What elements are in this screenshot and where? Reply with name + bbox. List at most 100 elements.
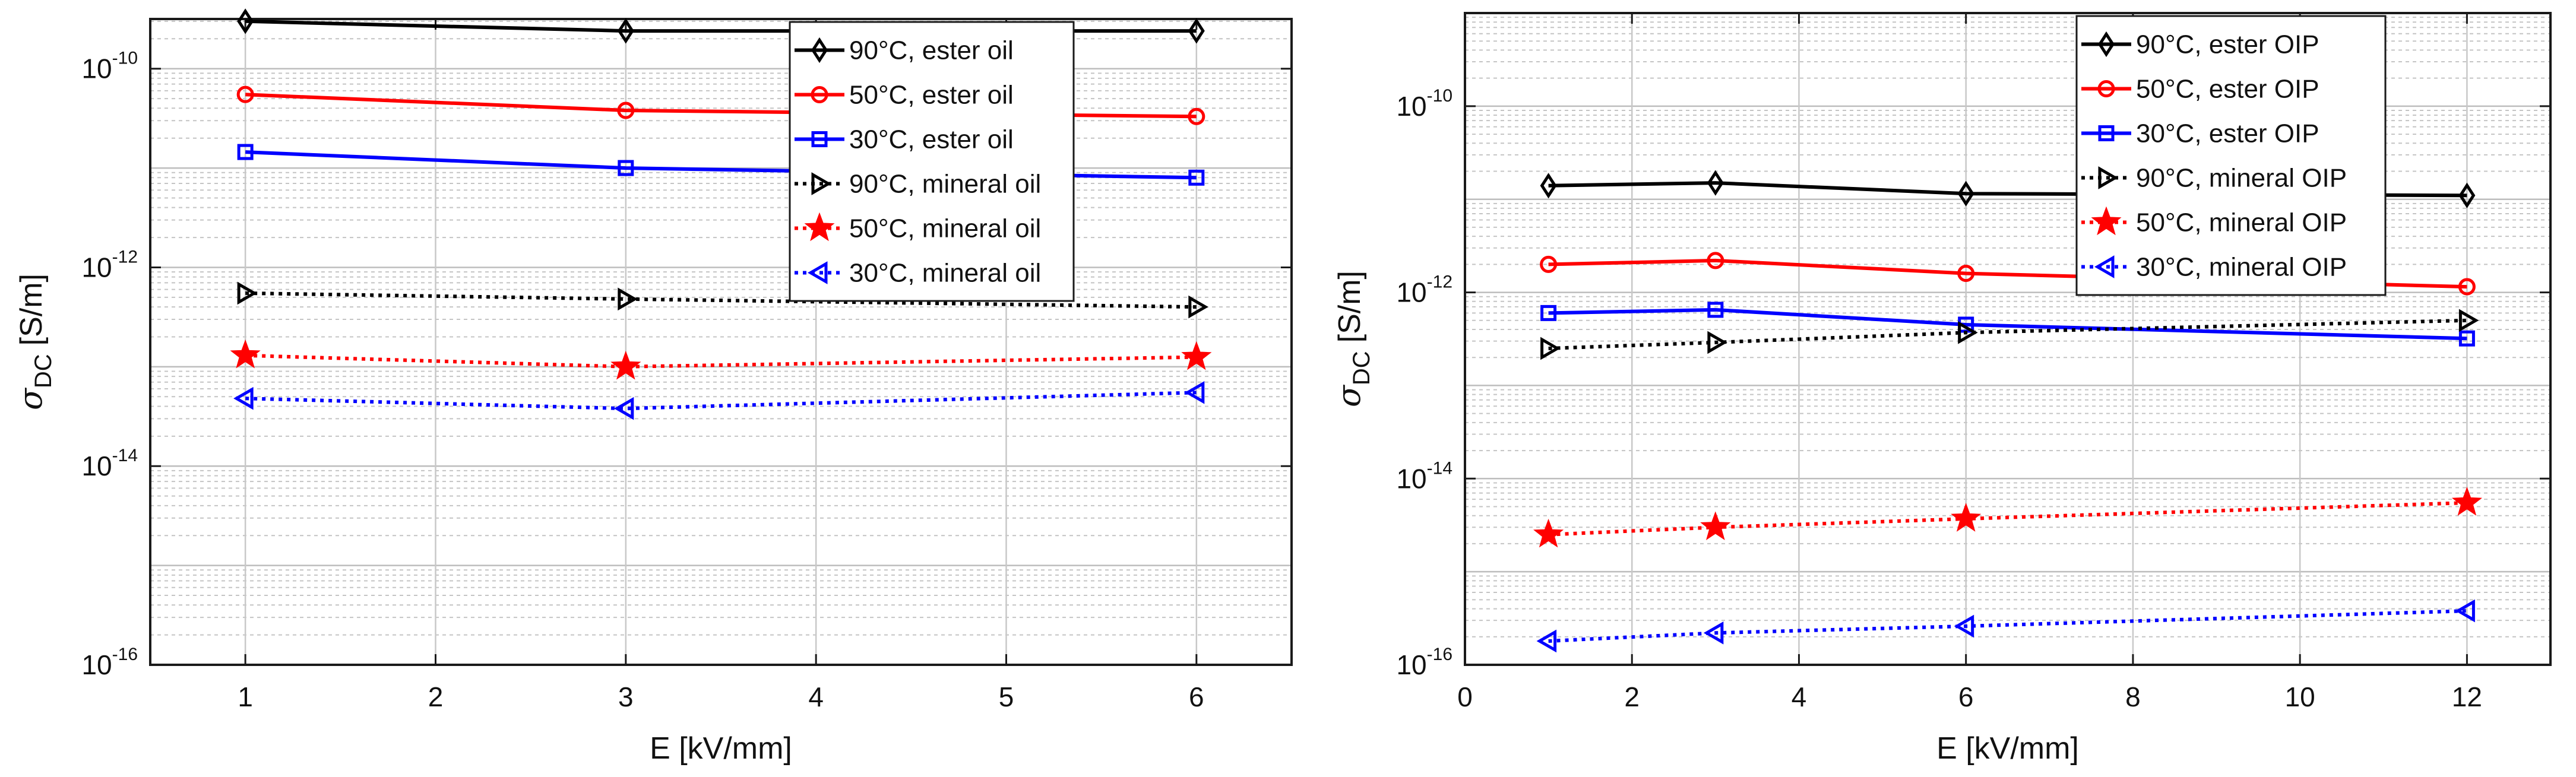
legend-marker — [2098, 125, 2115, 141]
series-line — [1548, 501, 2467, 537]
legend-marker — [2097, 80, 2115, 97]
legend-label: 50°C, mineral OIP — [2136, 208, 2347, 237]
axes-frame — [149, 18, 1293, 666]
legend-entry: 30°C, mineral oil — [795, 259, 1041, 288]
legend-marker — [2094, 255, 2115, 278]
data-point — [1188, 18, 1205, 44]
series-line — [1548, 307, 2467, 341]
legend-entry: 30°C, ester OIP — [2081, 119, 2319, 148]
data-point — [2455, 599, 2475, 623]
series-6 — [1536, 599, 2475, 653]
legend-entry: 90°C, mineral OIP — [2081, 164, 2347, 193]
data-point — [1703, 621, 1724, 645]
legend-label: 90°C, mineral oil — [849, 170, 1041, 199]
y-axis-title: σDC[S/m] — [1330, 271, 1375, 407]
data-point — [1533, 518, 1564, 548]
legend: 90°C, ester OIP 50°C, ester OIP 30°C, este… — [2075, 15, 2387, 296]
data-point — [1540, 305, 1557, 321]
legend-entry: 50°C, mineral oil — [795, 212, 1041, 243]
data-point — [1957, 180, 1974, 207]
legend-label: 30°C, mineral oil — [849, 259, 1041, 288]
legend-entry: 90°C, mineral oil — [795, 170, 1041, 199]
data-point — [233, 386, 254, 410]
data-point — [617, 18, 634, 44]
x-tick-label: 4 — [808, 681, 824, 712]
legend-marker — [811, 37, 828, 64]
data-point — [1184, 380, 1205, 404]
legend-marker — [811, 131, 828, 147]
series-line — [245, 353, 1197, 369]
x-axis-title: E [kV/mm] — [1936, 731, 2079, 766]
y-tick-label: 10-16 — [81, 645, 138, 680]
legend-marker — [807, 261, 828, 284]
data-point — [237, 144, 254, 160]
legend-box — [789, 21, 1075, 302]
x-tick-label: 6 — [1958, 681, 1974, 712]
series-4 — [1540, 309, 2479, 360]
data-point — [230, 339, 261, 369]
x-tick-label: 2 — [428, 681, 444, 712]
legend-label: 30°C, ester oil — [849, 125, 1014, 154]
legend-label: 50°C, ester oil — [849, 81, 1014, 110]
x-tick-label: 2 — [1624, 681, 1640, 712]
legend-entry: 50°C, ester oil — [795, 81, 1014, 110]
data-point — [1188, 295, 1208, 319]
x-tick-label: 5 — [999, 681, 1014, 712]
legend-marker — [811, 86, 828, 103]
series-line — [1548, 318, 2467, 350]
x-tick-label: 0 — [1457, 681, 1473, 712]
data-point — [1540, 173, 1557, 199]
grid — [150, 19, 1292, 666]
data-point — [1707, 252, 1724, 269]
legend-label: 30°C, ester OIP — [2136, 119, 2319, 148]
legend-label: 90°C, mineral OIP — [2136, 164, 2347, 193]
legend-box — [2075, 15, 2387, 296]
series-5 — [1533, 487, 2482, 548]
data-point — [1957, 265, 1975, 283]
data-point — [2458, 278, 2476, 296]
data-point — [617, 102, 635, 119]
data-point — [1188, 107, 1205, 125]
x-tick-label: 10 — [2285, 681, 2315, 712]
x-tick-label: 4 — [1792, 681, 1807, 712]
data-point — [618, 160, 634, 176]
legend-entry: 30°C, ester oil — [795, 125, 1014, 154]
legend-entry: 50°C, ester OIP — [2081, 75, 2319, 104]
data-point — [1707, 331, 1727, 354]
data-point — [618, 287, 638, 311]
series-line — [245, 391, 1197, 411]
legend: 90°C, ester oil 50°C, ester oil 30°C, este… — [789, 21, 1075, 302]
x-tick-label: 8 — [2125, 681, 2141, 712]
data-point — [1707, 302, 1724, 318]
x-tick-label: 1 — [238, 681, 253, 712]
data-point — [1954, 614, 1974, 638]
series-3 — [1540, 302, 2475, 347]
data-point — [2458, 309, 2479, 332]
data-point — [237, 281, 258, 305]
legend-label: 30°C, mineral OIP — [2136, 253, 2347, 282]
data-point — [1540, 255, 1558, 273]
series-5 — [230, 339, 1212, 380]
legend-label: 90°C, ester OIP — [2136, 30, 2319, 59]
data-point — [1707, 170, 1724, 196]
legend-label: 90°C, ester oil — [849, 36, 1014, 65]
series-line — [245, 291, 1197, 309]
x-axis-title: E [kV/mm] — [650, 731, 792, 766]
legend-marker — [2098, 31, 2115, 58]
data-point — [610, 350, 641, 380]
data-point — [1540, 337, 1561, 360]
data-point — [2451, 487, 2482, 516]
data-point — [1188, 169, 1205, 186]
y-tick-label: 10-12 — [1396, 272, 1452, 308]
legend-entry: 90°C, ester oil — [795, 36, 1014, 65]
y-axis-title: σDC[S/m] — [12, 274, 56, 410]
data-point — [237, 8, 254, 34]
x-tick-label: 3 — [618, 681, 634, 712]
data-point — [2458, 330, 2475, 347]
data-point — [1958, 321, 1978, 344]
data-point — [1951, 503, 1982, 532]
series-6 — [233, 380, 1205, 420]
